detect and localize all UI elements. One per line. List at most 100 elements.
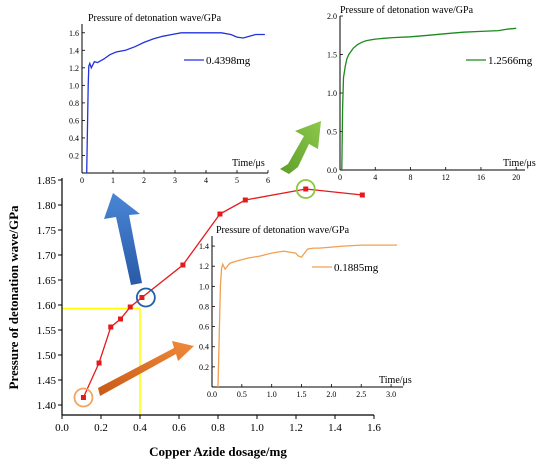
inset-bottom-y-tick-label: 0.4 [199,343,209,352]
main-x-axis-label: Copper Azide dosage/mg [149,444,287,459]
inset-bottom-y-tick-label: 1.0 [199,282,209,291]
main-y-tick-label: 1.75 [37,225,57,237]
main-y-tick-label: 1.85 [37,175,57,187]
main-data-point [118,316,123,322]
inset-right-legend-label: 1.2566mg [488,55,533,67]
highlight-circle [295,179,316,199]
main-data-point [96,360,102,366]
inset-bottom-title: Pressure of detonation wave/GPa [216,225,350,236]
inset-bottom-y-tick-label: 0.8 [199,302,209,311]
main-y-tick-label: 1.45 [37,375,57,387]
inset-left-x-tick-label: 5 [235,176,239,185]
main-x-tick-label: 0.4 [133,422,147,434]
inset-right-x-tick-label: 8 [408,173,412,182]
inset-right-chart: 0 4 8 12 16 20 0.0 0.5 1.0 1.5 2.0 Pressure of det… [327,5,536,182]
highlight-circle [73,387,94,408]
inset-right-y-tick-label: 0.0 [327,166,337,175]
main-data-point [242,197,248,203]
inset-left-x-tick-label: 2 [142,176,146,185]
inset-left-tick-labels: 0 1 2 3 4 5 6 0.2 0.4 0.6 0.8 1.0 1.2 1.4 1.6 [69,29,270,185]
main-x-tick-label: 1.6 [367,422,381,434]
inset-left-x-tick-label: 3 [173,176,177,185]
main-y-tick-label: 1.65 [37,275,57,287]
inset-right-x-axis-label: Time/μs [503,158,536,169]
main-axes [58,178,375,419]
inset-bottom-y-tick-label: 0.6 [199,323,209,332]
inset-left-x-tick-label: 1 [111,176,115,185]
inset-left-title: Pressure of detonation wave/GPa [88,13,222,24]
main-series-points [80,186,365,400]
inset-bottom-axes [211,236,403,388]
main-data-point [139,295,145,300]
main-x-tick-label: 1.0 [250,422,264,434]
main-data-point [108,324,114,330]
inset-left-y-tick-label: 0.2 [69,151,79,160]
inset-left-axes [81,24,269,174]
inset-right-y-tick-label: 0.5 [327,128,337,137]
inset-bottom-x-tick-label: 0.0 [207,390,217,399]
inset-bottom-x-tick-label: 2.5 [356,390,366,399]
main-data-point [80,395,86,400]
inset-bottom-x-tick-label: 0.5 [237,390,247,399]
inset-right-y-tick-label: 2.0 [327,12,337,21]
blue-arrow [104,193,142,285]
inset-left-legend-label: 0.4398mg [206,55,251,67]
main-data-point [180,262,186,268]
main-data-point [217,211,223,217]
inset-left-y-tick-label: 0.8 [69,99,79,108]
inset-left-x-tick-label: 4 [204,176,208,185]
main-x-tick-label: 0.2 [94,422,108,434]
inset-right-y-tick-label: 1.0 [327,89,337,98]
main-x-tick-label: 1.2 [289,422,303,434]
inset-left-x-axis-label: Time/μs [232,158,265,169]
green-arrow [280,121,321,174]
main-y-tick-label: 1.40 [37,400,57,412]
main-y-tick-label: 1.60 [37,300,57,312]
main-data-point [127,304,133,310]
main-y-tick-label: 1.50 [37,350,57,362]
inset-bottom-x-tick-label: 1.5 [297,390,307,399]
inset-bottom-y-tick-label: 1.4 [199,242,209,251]
inset-left-series-line [86,32,265,174]
inset-left-y-tick-label: 1.4 [69,46,79,55]
inset-right-title: Pressure of detonation wave/GPa [340,5,474,16]
main-data-point [303,186,309,192]
inset-left-y-tick-label: 0.4 [69,134,79,143]
inset-left-chart: 0 1 2 3 4 5 6 0.2 0.4 0.6 0.8 1.0 1.2 1.4 1.6 Pressure… [69,13,270,185]
main-y-tick-label: 1.55 [37,325,57,337]
inset-left-y-tick-label: 0.6 [69,116,79,125]
inset-bottom-x-axis-label: Time/μs [379,375,412,386]
inset-bottom-legend-label: 0.1885mg [334,262,379,274]
inset-bottom-y-tick-label: 1.2 [199,262,209,271]
main-y-tick-label: 1.80 [37,200,57,212]
inset-left-y-tick-label: 1.6 [69,29,79,38]
inset-right-series-line [341,27,517,171]
highlight-circle [135,287,156,308]
inset-right-x-tick-label: 16 [477,173,485,182]
inset-bottom-tick-labels: 0.0 0.5 1.0 1.5 2.0 2.5 3.0 0.2 0.4 0.6 0.8 1.0 1.2 1… [199,242,396,399]
inset-bottom-chart: 0.0 0.5 1.0 1.5 2.0 2.5 3.0 0.2 0.4 0.6 0.8 1.0 1.2 1… [199,225,412,399]
inset-right-x-tick-label: 12 [442,173,450,182]
inset-right-x-tick-label: 20 [512,173,520,182]
inset-left-x-tick-label: 6 [266,176,270,185]
inset-left-x-tick-label: 0 [80,176,84,185]
main-x-tick-label: 1.4 [328,422,342,434]
orange-arrow [98,341,194,396]
main-tick-labels: 0.0 0.2 0.4 0.6 0.8 1.0 1.2 1.4 1.61.401.451.501… [37,175,382,434]
inset-left-y-tick-label: 1.2 [69,64,79,73]
inset-left-y-tick-label: 1.0 [69,81,79,90]
main-x-tick-label: 0.8 [211,422,225,434]
inset-bottom-y-tick-label: 0.2 [199,363,209,372]
inset-right-x-tick-label: 0 [338,173,342,182]
main-guides [62,307,141,415]
main-chart: 0.0 0.2 0.4 0.6 0.8 1.0 1.2 1.4 1.61.401.451.501… [6,175,381,459]
inset-right-axes [339,15,525,171]
inset-right-x-tick-label: 4 [373,173,377,182]
inset-bottom-x-tick-label: 3.0 [386,390,396,399]
inset-right-tick-labels: 0 4 8 12 16 20 0.0 0.5 1.0 1.5 2.0 [327,12,520,182]
inset-right-y-tick-label: 1.5 [327,51,337,60]
highlight-circles [73,179,316,408]
main-y-tick-label: 1.70 [37,250,57,262]
main-data-point [359,192,365,198]
